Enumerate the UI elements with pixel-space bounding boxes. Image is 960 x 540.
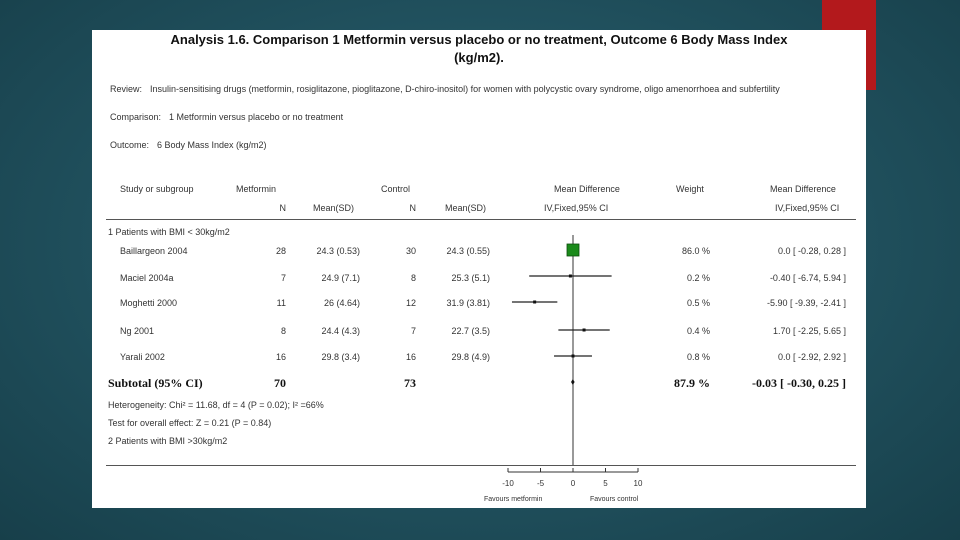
study-ci: 0.0 [ -0.28, 0.28 ] (777, 246, 846, 256)
subtotal-ci: -0.03 [ -0.30, 0.25 ] (752, 376, 846, 390)
study-ci: 1.70 [ -2.25, 5.65 ] (772, 326, 846, 336)
x-tick-label: 5 (603, 479, 608, 488)
comparison-value: 1 Metformin versus placebo or no treatme… (169, 112, 344, 122)
study-n2: 30 (405, 246, 416, 256)
study-n2: 7 (410, 326, 416, 336)
study-name: Baillargeon 2004 (120, 246, 188, 256)
x-tick-label: 10 (634, 479, 643, 488)
study-mean2: 24.3 (0.55) (446, 246, 490, 256)
study-n1: 11 (276, 298, 286, 308)
point-estimate (533, 300, 537, 304)
outcome-label: Outcome: (110, 140, 150, 150)
study-name: Ng 2001 (120, 326, 155, 336)
study-mean1: 24.4 (4.3) (321, 326, 360, 336)
subtotal-label: Subtotal (95% CI) (108, 376, 203, 390)
header-metformin: Metformin (236, 184, 277, 194)
point-estimate (568, 274, 572, 278)
analysis-title: Analysis 1.6. Comparison 1 Metformin ver… (170, 32, 788, 47)
study-ci: -0.40 [ -6.74, 5.94 ] (769, 273, 846, 283)
heterogeneity-text: Heterogeneity: Chi² = 11.68, df = 4 (P =… (108, 400, 324, 410)
header-md-method: IV,Fixed,95% CI (544, 203, 609, 213)
study-ci: 0.0 [ -2.92, 2.92 ] (777, 352, 846, 362)
outcome-line: Outcome: 6 Body Mass Index (kg/m2) (110, 140, 267, 150)
outcome-value: 6 Body Mass Index (kg/m2) (157, 140, 267, 150)
header-study: Study or subgroup (120, 184, 194, 194)
study-n1: 8 (280, 326, 286, 336)
header-control-n: N (409, 203, 417, 213)
study-mean2: 25.3 (5.1) (451, 273, 490, 283)
favours-right-label: Favours control (590, 496, 639, 503)
forest-plot-sheet: Analysis 1.6. Comparison 1 Metformin ver… (92, 30, 866, 508)
study-weight: 0.5 % (686, 298, 710, 308)
study-mean1: 24.3 (0.53) (316, 246, 360, 256)
study-name: Maciel 2004a (120, 273, 174, 283)
subtotal-diamond (571, 379, 575, 385)
subgroup-1-label: 1 Patients with BMI < 30kg/m2 (108, 227, 230, 237)
study-weight: 0.2 % (686, 273, 710, 283)
study-mean2: 31.9 (3.81) (446, 298, 490, 308)
study-name: Moghetti 2000 (120, 298, 178, 308)
study-mean1: 24.9 (7.1) (321, 273, 360, 283)
header-metformin-mean: Mean(SD) (313, 203, 355, 213)
header-control: Control (381, 184, 411, 194)
study-mean2: 22.7 (3.5) (451, 326, 490, 336)
header-weight: Weight (676, 184, 704, 194)
forest-plot: -10 -5 0 5 10 (502, 235, 643, 488)
comparison-label: Comparison: (110, 112, 162, 122)
x-tick-label: -10 (502, 479, 514, 488)
subtotal-n2: 73 (404, 376, 416, 390)
review-value: Insulin-sensitising drugs (metformin, ro… (150, 84, 780, 94)
bottom-rule (106, 465, 856, 466)
point-estimate (571, 354, 575, 358)
subgroup-2-label: 2 Patients with BMI >30kg/m2 (108, 436, 228, 446)
weight-square (566, 243, 580, 257)
review-label: Review: (110, 84, 143, 94)
analysis-title-line2: (kg/m2). (454, 50, 504, 65)
study-n1: 7 (280, 273, 286, 283)
study-n1: 28 (275, 246, 286, 256)
study-weight: 86.0 % (681, 246, 710, 256)
study-n2: 12 (405, 298, 416, 308)
subtotal-weight: 87.9 % (674, 376, 710, 390)
study-weight: 0.8 % (686, 352, 710, 362)
header-md: Mean Difference (554, 184, 620, 194)
study-mean1: 29.8 (3.4) (321, 352, 360, 362)
study-mean1: 26 (4.64) (323, 298, 360, 308)
overall-effect-text: Test for overall effect: Z = 0.21 (P = 0… (108, 418, 272, 428)
header-control-mean: Mean(SD) (445, 203, 487, 213)
favours-left-label: Favours metformin (484, 496, 543, 503)
header-md-right: Mean Difference (770, 184, 836, 194)
x-tick-label: 0 (571, 479, 576, 488)
study-ci: -5.90 [ -9.39, -2.41 ] (766, 298, 846, 308)
header-md-method-right: IV,Fixed,95% CI (775, 203, 840, 213)
comparison-line: Comparison: 1 Metformin versus placebo or… (110, 112, 343, 122)
study-mean2: 29.8 (4.9) (451, 352, 490, 362)
review-line: Review: Insulin-sensitising drugs (metfor… (110, 84, 780, 94)
study-n2: 8 (410, 273, 416, 283)
subtotal-n1: 70 (274, 376, 286, 390)
point-estimate (582, 328, 586, 332)
header-rule (106, 219, 856, 220)
study-weight: 0.4 % (686, 326, 710, 336)
study-name: Yarali 2002 (120, 352, 165, 362)
header-metformin-n: N (279, 203, 287, 213)
x-tick-label: -5 (537, 479, 545, 488)
study-n2: 16 (405, 352, 416, 362)
study-n1: 16 (275, 352, 286, 362)
